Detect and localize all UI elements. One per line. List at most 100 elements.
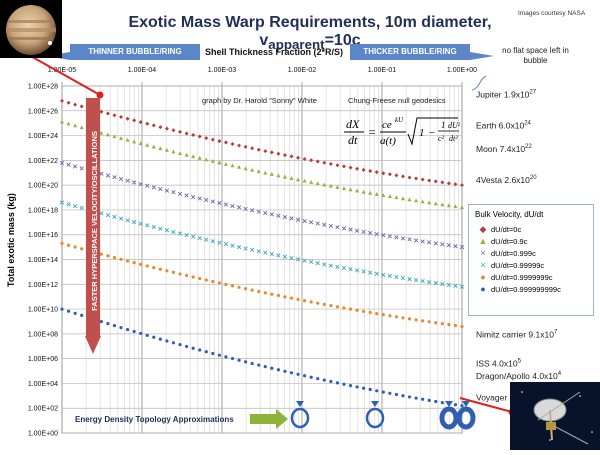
- data-point: [132, 118, 137, 123]
- data-point: [446, 243, 452, 248]
- legend-marker-icon: ●: [480, 272, 486, 282]
- data-point: [151, 123, 156, 128]
- data-point: [433, 179, 438, 184]
- data-point: [164, 147, 169, 152]
- data-point: [368, 270, 373, 275]
- data-point: [223, 242, 229, 247]
- data-point: [315, 261, 320, 266]
- data-point: [250, 361, 254, 366]
- data-point: [374, 192, 379, 196]
- data-point: [99, 109, 104, 114]
- legend-item: ● dU/dt=0.9999999c: [475, 271, 593, 283]
- data-point: [132, 139, 137, 144]
- data-point: [119, 257, 123, 261]
- data-point: [355, 385, 359, 389]
- data-point: [197, 134, 202, 139]
- data-point: [289, 154, 294, 159]
- data-point: [158, 226, 163, 231]
- data-point: [414, 176, 419, 181]
- data-point: [263, 210, 268, 216]
- data-point: [171, 341, 176, 345]
- data-point: [400, 236, 406, 241]
- data-point: [263, 149, 268, 154]
- data-point: [66, 100, 71, 105]
- data-point: [289, 255, 294, 261]
- data-point: [243, 206, 248, 211]
- data-point: [420, 239, 425, 244]
- data-point: [315, 181, 320, 186]
- legend-marker-icon: ×: [480, 260, 486, 270]
- data-point: [138, 221, 143, 226]
- data-point: [164, 126, 169, 131]
- data-point: [400, 196, 405, 201]
- data-point: [184, 232, 189, 238]
- legend-marker-icon: ×: [480, 248, 486, 258]
- data-point: [106, 254, 110, 258]
- data-point: [375, 311, 379, 316]
- data-point: [145, 264, 149, 268]
- data-point: [296, 155, 301, 160]
- data-point: [158, 186, 163, 192]
- data-point: [210, 137, 215, 142]
- data-point: [191, 194, 196, 200]
- jupiter-connector-dot: [96, 91, 104, 99]
- data-point: [184, 344, 189, 349]
- data-point: [414, 318, 418, 322]
- data-point: [276, 293, 280, 298]
- data-point: [361, 167, 366, 172]
- data-point: [112, 324, 117, 328]
- data-point: [407, 395, 412, 399]
- data-point: [250, 167, 255, 172]
- data-point: [132, 180, 137, 185]
- data-point: [263, 250, 268, 255]
- data-point: [112, 175, 117, 180]
- data-point: [446, 282, 452, 288]
- data-point: [316, 377, 320, 381]
- data-point: [250, 288, 254, 292]
- data-point: [99, 130, 104, 135]
- data-point: [125, 178, 130, 183]
- y-tick-label: 1.00E+26: [28, 108, 58, 115]
- data-point: [158, 337, 162, 341]
- data-point: [250, 247, 255, 253]
- data-point: [263, 170, 268, 175]
- topology-pointer-icon: [371, 401, 379, 407]
- data-point: [414, 396, 418, 400]
- bubble-topology-icon: [456, 406, 476, 430]
- data-point: [289, 176, 294, 180]
- data-point: [315, 159, 320, 164]
- data-point: [355, 188, 360, 193]
- mass-reference-label: Jupiter 1.9x1027: [476, 90, 537, 100]
- data-point: [73, 123, 78, 128]
- data-point: [80, 247, 84, 251]
- mass-reference-label: Earth 6.0x1024: [476, 121, 532, 131]
- data-point: [223, 162, 228, 166]
- data-point: [421, 397, 425, 401]
- data-point: [368, 387, 372, 392]
- data-point: [237, 358, 241, 362]
- data-point: [362, 386, 366, 390]
- data-point: [282, 174, 287, 179]
- data-point: [302, 218, 307, 224]
- voyager-connector-line: [459, 397, 513, 413]
- energy-density-label: Energy Density Topology Approximations: [75, 415, 234, 424]
- data-point: [302, 178, 307, 183]
- data-point: [283, 295, 287, 299]
- x-tick-label: 1.00E+00: [447, 67, 477, 74]
- data-point: [132, 219, 137, 225]
- svg-text:c²: c²: [438, 134, 445, 143]
- data-point: [341, 226, 347, 231]
- legend-label: dU/dt=0c: [491, 224, 522, 234]
- topology-pointer-icon: [445, 401, 453, 407]
- data-point: [282, 214, 288, 220]
- data-point: [230, 142, 235, 147]
- mass-reference-label: 4Vesta 2.6x1020: [476, 175, 537, 185]
- data-point: [453, 204, 458, 209]
- mass-reference-label: Dragon/Apollo 4.0x104: [476, 371, 562, 381]
- data-point: [217, 200, 222, 206]
- y-tick-label: 1.00E+00: [28, 431, 58, 438]
- svg-text:kU: kU: [395, 116, 404, 124]
- data-point: [73, 311, 77, 315]
- data-point: [282, 254, 288, 259]
- voyager-icon: [510, 382, 600, 450]
